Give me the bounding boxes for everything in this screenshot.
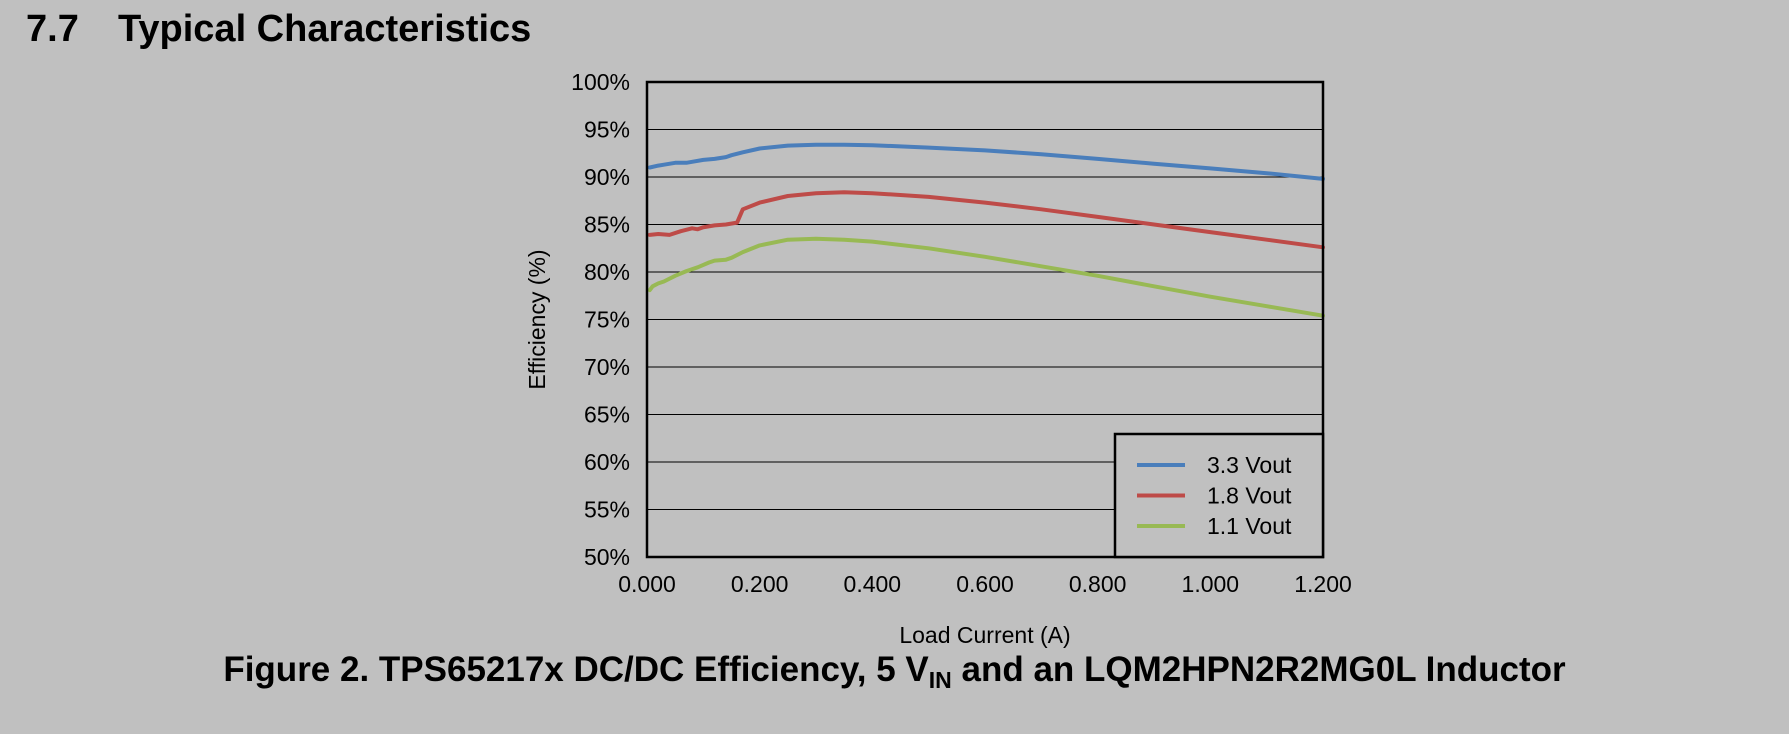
legend-label: 3.3 Vout: [1207, 452, 1292, 478]
series-lines: [647, 142, 1325, 318]
y-tick-label: 85%: [584, 212, 630, 238]
y-tick-label: 50%: [584, 544, 630, 570]
x-tick-label: 1.200: [1294, 571, 1352, 597]
x-tick-label: 0.000: [618, 571, 676, 597]
x-tick-label: 0.400: [844, 571, 902, 597]
series-line-1: [647, 142, 1325, 181]
y-tick-labels: 50% 55% 60% 65% 70% 75% 80% 85% 90% 95% 100%: [571, 69, 630, 570]
series-line-3: [647, 236, 1325, 318]
y-tick-label: 65%: [584, 402, 630, 428]
y-tick-label: 60%: [584, 449, 630, 475]
section-heading: 7.7 Typical Characteristics: [26, 8, 531, 51]
figure-caption: Figure 2. TPS65217x DC/DC Efficiency, 5 …: [0, 650, 1789, 694]
x-axis-label: Load Current (A): [899, 622, 1070, 648]
legend-label: 1.8 Vout: [1207, 483, 1292, 509]
series-line-2: [647, 190, 1325, 250]
section-title: Typical Characteristics: [118, 8, 532, 50]
y-tick-label: 95%: [584, 117, 630, 143]
x-tick-label: 0.200: [731, 571, 789, 597]
legend-label: 1.1 Vout: [1207, 513, 1292, 539]
y-tick-label: 80%: [584, 259, 630, 285]
caption-subscript: IN: [928, 667, 952, 693]
x-tick-label: 0.600: [956, 571, 1014, 597]
plot-frame: [645, 80, 1325, 559]
x-tick-labels: 0.000 0.200 0.400 0.600 0.800 1.000 1.200: [618, 571, 1352, 597]
x-tick-label: 1.000: [1182, 571, 1240, 597]
y-tick-label: 100%: [571, 69, 630, 95]
y-tick-label: 70%: [584, 354, 630, 380]
y-tick-label: 90%: [584, 164, 630, 190]
y-tick-label: 55%: [584, 497, 630, 523]
y-tick-label: 75%: [584, 307, 630, 333]
y-axis-label: Efficiency (%): [524, 249, 550, 389]
legend: 3.3 Vout 1.8 Vout 1.1 Vout: [1113, 432, 1325, 559]
caption-suffix: and an LQM2HPN2R2MG0L Inductor: [951, 650, 1566, 689]
section-number: 7.7: [26, 8, 79, 50]
x-tick-label: 0.800: [1069, 571, 1127, 597]
caption-prefix: Figure 2. TPS65217x DC/DC Efficiency, 5 …: [223, 650, 929, 689]
